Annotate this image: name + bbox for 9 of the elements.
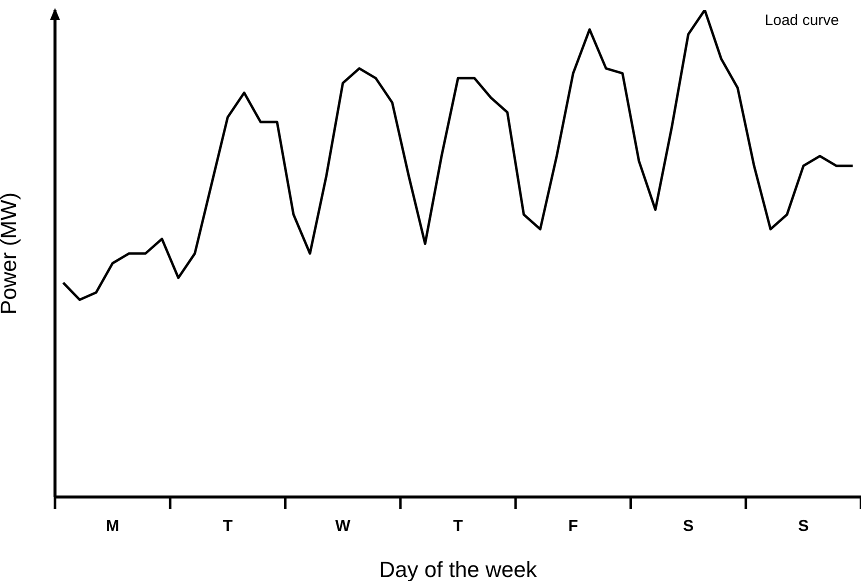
y-axis-title: Power (MW) — [0, 192, 21, 315]
x-tick-label: T — [453, 518, 464, 535]
x-tick-label: S — [682, 518, 694, 535]
x-tick-label: F — [568, 518, 578, 535]
x-tick-label: W — [335, 518, 352, 535]
x-tick-label: M — [106, 518, 120, 535]
x-tick-label: S — [798, 518, 810, 535]
text: Load curve — [764, 12, 839, 29]
x-tick-label: T — [222, 518, 233, 535]
